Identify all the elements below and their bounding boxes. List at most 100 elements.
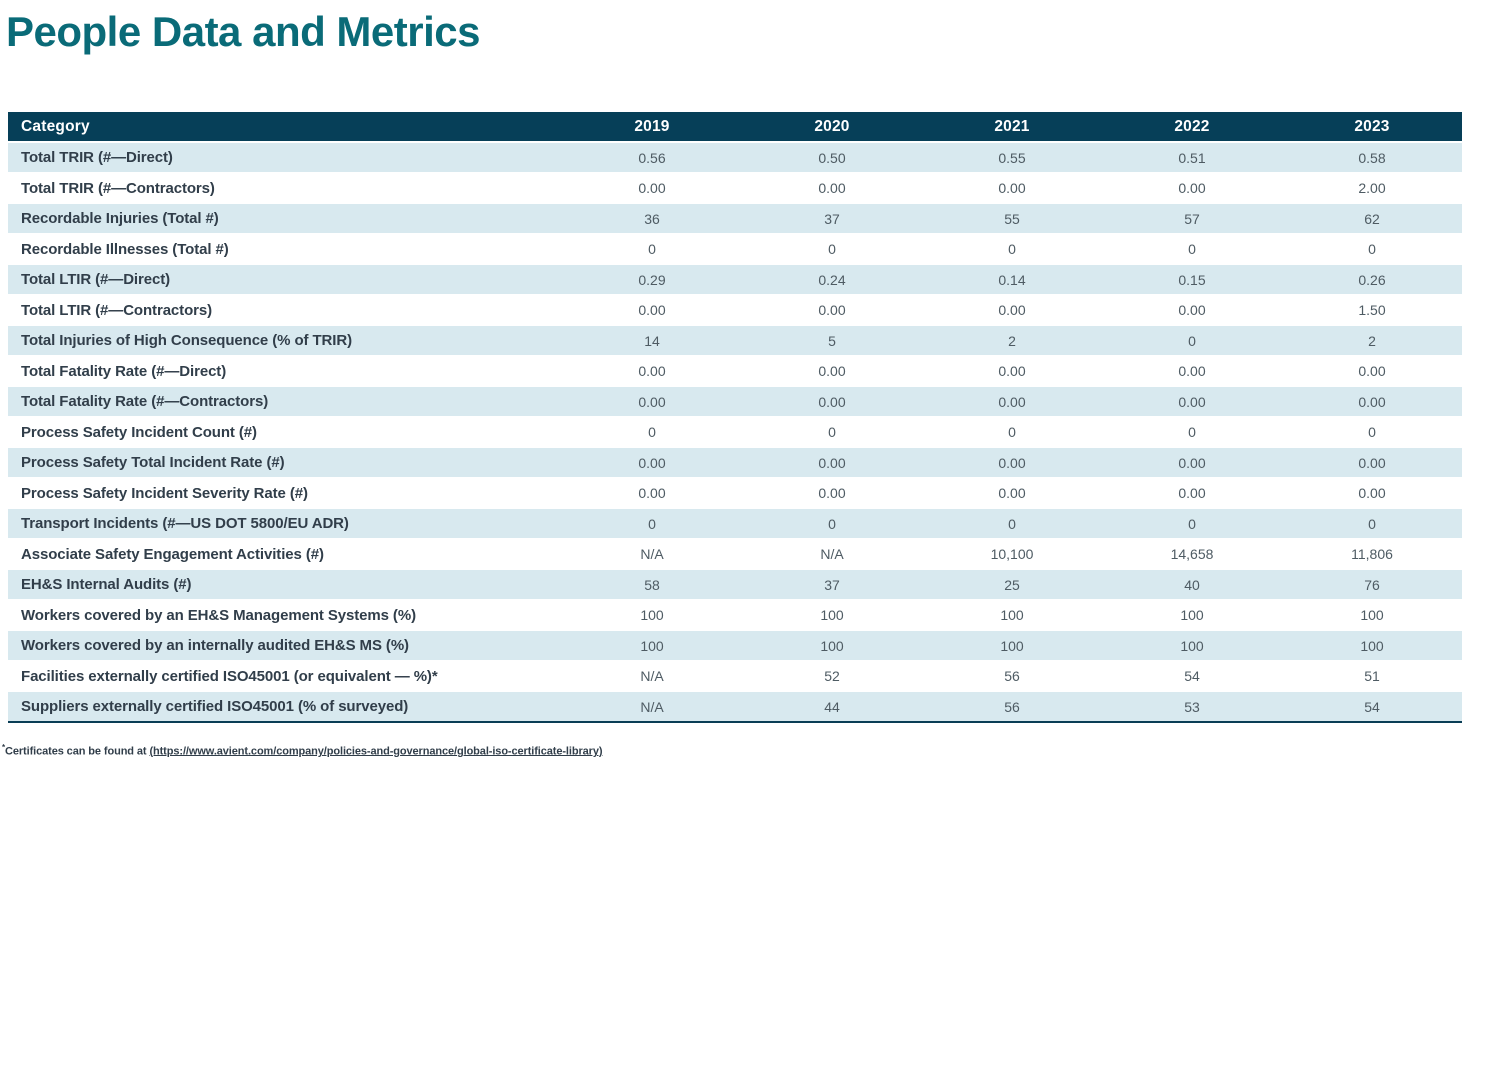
table-row: Transport Incidents (#—US DOT 5800/EU AD…: [8, 508, 1462, 540]
table-row: Total Fatality Rate (#—Direct) 0.00 0.00 0.…: [8, 355, 1462, 388]
metric-value: 37: [742, 569, 922, 601]
category-label: Recordable Illnesses (Total #): [8, 233, 562, 266]
metric-value: 56: [922, 691, 1102, 723]
metric-value: 0: [1102, 416, 1282, 449]
metric-value: 0.00: [922, 172, 1102, 205]
metric-value: 0.00: [1282, 477, 1462, 510]
table-row: Process Safety Incident Severity Rate (#…: [8, 477, 1462, 510]
table-row: Recordable Injuries (Total #) 36 37 55 57 62: [8, 203, 1462, 235]
footnote-asterisk: *: [2, 742, 6, 752]
metric-value: 0.00: [742, 477, 922, 510]
metric-value: 76: [1282, 569, 1462, 601]
metric-value: 2: [1282, 325, 1462, 357]
category-label: Suppliers externally certified ISO45001 …: [8, 691, 562, 723]
metric-value: 0.00: [742, 447, 922, 479]
metric-value: 0: [742, 416, 922, 449]
table-row: Total Injuries of High Consequence (% of…: [8, 325, 1462, 357]
metric-value: 0.00: [922, 386, 1102, 418]
metric-value: 100: [562, 599, 742, 632]
category-label: Total Fatality Rate (#—Direct): [8, 355, 562, 388]
page-title: People Data and Metrics: [6, 8, 480, 55]
category-label: Transport Incidents (#—US DOT 5800/EU AD…: [8, 508, 562, 540]
metric-value: 0.00: [922, 294, 1102, 327]
metric-value: 0.00: [562, 477, 742, 510]
category-label: Total Injuries of High Consequence (% of…: [8, 325, 562, 357]
column-header-year-2023: 2023: [1282, 112, 1462, 144]
metric-value: 0.58: [1282, 142, 1462, 174]
category-label: Associate Safety Engagement Activities (…: [8, 538, 562, 571]
metric-value: 0.00: [742, 355, 922, 388]
metric-value: 53: [1102, 691, 1282, 723]
footnote: *Certificates can be found at (https://w…: [2, 743, 1492, 758]
metric-value: 5: [742, 325, 922, 357]
metric-value: 1.50: [1282, 294, 1462, 327]
metric-value: 14,658: [1102, 538, 1282, 571]
metric-value: 0: [1102, 325, 1282, 357]
metric-value: 0.00: [1102, 172, 1282, 205]
metric-value: 55: [922, 203, 1102, 235]
metric-value: 2.00: [1282, 172, 1462, 205]
table-row: Suppliers externally certified ISO45001 …: [8, 691, 1462, 723]
metric-value: 100: [1282, 630, 1462, 662]
metric-value: 0.00: [1102, 447, 1282, 479]
metric-value: 0.29: [562, 264, 742, 296]
metric-value: 37: [742, 203, 922, 235]
metric-value: 52: [742, 660, 922, 693]
table-row: Recordable Illnesses (Total #) 0 0 0 0 0: [8, 233, 1462, 266]
table-body: Total TRIR (#—Direct) 0.56 0.50 0.55 0.51 0.5…: [8, 142, 1462, 723]
table-row: EH&S Internal Audits (#) 58 37 25 40 76: [8, 569, 1462, 601]
table-row: Associate Safety Engagement Activities (…: [8, 538, 1462, 571]
category-label: Workers covered by an EH&S Management Sy…: [8, 599, 562, 632]
table-row: Workers covered by an EH&S Management Sy…: [8, 599, 1462, 632]
footnote-text: Certificates can be found at: [5, 745, 150, 758]
metric-value: 0.00: [562, 447, 742, 479]
column-header-year-2020: 2020: [742, 112, 922, 144]
metric-value: 0.00: [742, 294, 922, 327]
metric-value: 0.00: [1102, 477, 1282, 510]
metric-value: 0.00: [922, 355, 1102, 388]
metric-value: 14: [562, 325, 742, 357]
metric-value: 0.00: [1102, 355, 1282, 388]
metric-value: 0: [922, 233, 1102, 266]
metric-value: 36: [562, 203, 742, 235]
metric-value: 100: [1282, 599, 1462, 632]
table-row: Total LTIR (#—Direct) 0.29 0.24 0.14 0.15 0.2…: [8, 264, 1462, 296]
table-header-row: Category 2019 2020 2021 2022 2023: [8, 112, 1462, 144]
metric-value: 0.00: [562, 294, 742, 327]
metric-value: N/A: [562, 660, 742, 693]
metric-value: 100: [1102, 630, 1282, 662]
table-row: Total LTIR (#—Contractors) 0.00 0.00 0.00 0.…: [8, 294, 1462, 327]
metric-value: 0.00: [742, 386, 922, 418]
metric-value: 0.51: [1102, 142, 1282, 174]
category-label: Facilities externally certified ISO45001…: [8, 660, 562, 693]
table-row: Total TRIR (#—Direct) 0.56 0.50 0.55 0.51 0.5…: [8, 142, 1462, 174]
metric-value: 100: [742, 599, 922, 632]
column-header-year-2021: 2021: [922, 112, 1102, 144]
metric-value: 0.00: [562, 172, 742, 205]
metric-value: 10,100: [922, 538, 1102, 571]
metric-value: 0: [742, 233, 922, 266]
table-row: Workers covered by an internally audited…: [8, 630, 1462, 662]
metric-value: 0.00: [1282, 386, 1462, 418]
metric-value: 0: [1102, 508, 1282, 540]
metric-value: 100: [922, 599, 1102, 632]
column-header-year-2019: 2019: [562, 112, 742, 144]
certificate-library-link[interactable]: (https://www.avient.com/company/policies…: [149, 745, 603, 758]
category-label: Total TRIR (#—Contractors): [8, 172, 562, 205]
metric-value: 11,806: [1282, 538, 1462, 571]
metric-value: 2: [922, 325, 1102, 357]
metric-value: 0: [562, 233, 742, 266]
column-header-year-2022: 2022: [1102, 112, 1282, 144]
metric-value: 100: [922, 630, 1102, 662]
category-label: Process Safety Incident Severity Rate (#…: [8, 477, 562, 510]
category-label: Recordable Injuries (Total #): [8, 203, 562, 235]
category-label: Total Fatality Rate (#—Contractors): [8, 386, 562, 418]
metric-value: 100: [1102, 599, 1282, 632]
metric-value: N/A: [742, 538, 922, 571]
metric-value: 0: [1102, 233, 1282, 266]
metric-value: 57: [1102, 203, 1282, 235]
metric-value: 0.00: [922, 447, 1102, 479]
metric-value: 62: [1282, 203, 1462, 235]
metric-value: 0.00: [1282, 447, 1462, 479]
